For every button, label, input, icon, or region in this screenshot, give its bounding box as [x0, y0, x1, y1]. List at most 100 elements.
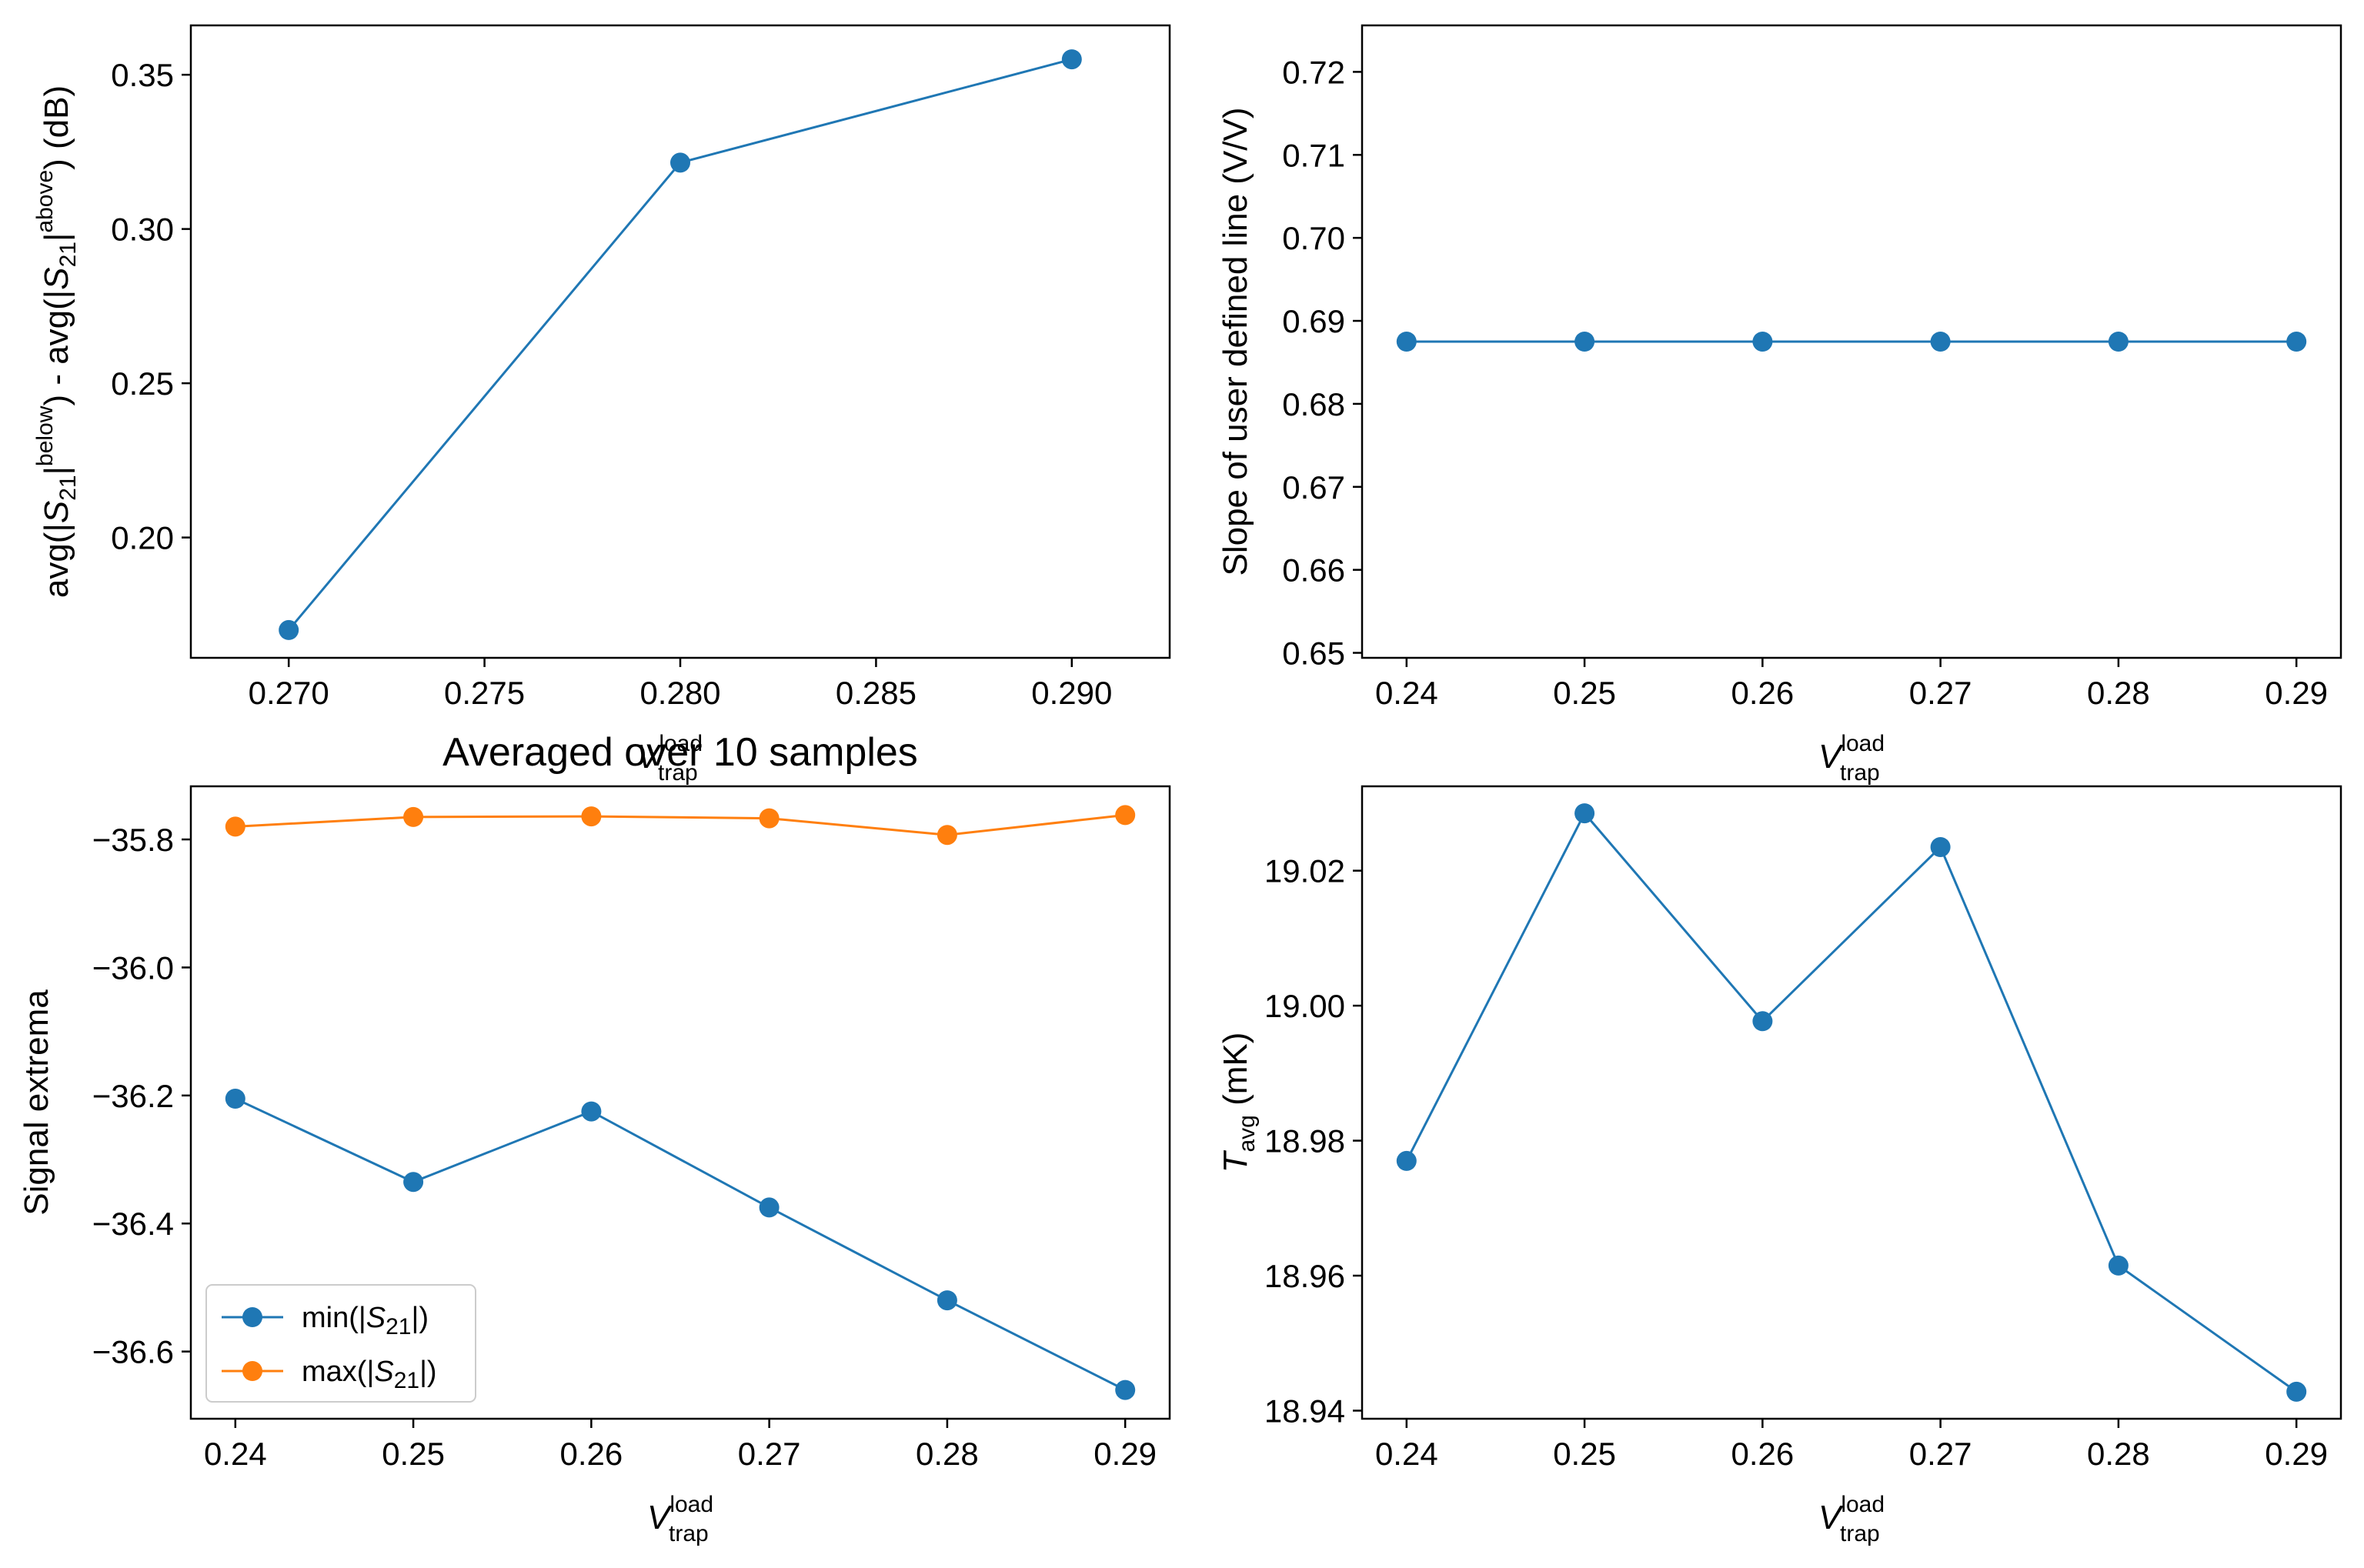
data-point-bottom-left-1-1 — [403, 806, 424, 827]
y-tick-label-top-right-6: 0.71 — [1282, 137, 1345, 173]
x-tick-label-top-left-3: 0.285 — [836, 675, 917, 711]
data-point-top-right-0-1 — [1574, 332, 1595, 352]
panel-top-right: 0.24 0.25 0.26 0.27 0.28 0.29 0.65 0.66 0.67 0.68… — [1217, 24, 2342, 786]
data-point-bottom-left-1-4 — [937, 825, 957, 846]
data-point-bottom-left-0-5 — [1115, 1380, 1136, 1400]
data-point-top-right-0-4 — [2108, 332, 2129, 352]
x-tick-label-bottom-right-2: 0.26 — [1731, 1436, 1794, 1472]
data-point-top-left-0-1 — [670, 152, 690, 173]
y-tick-label-top-left-0: 0.20 — [111, 520, 174, 556]
x-tick-label-top-right-3: 0.27 — [1909, 675, 1972, 711]
y-tick-label-top-right-7: 0.72 — [1282, 54, 1345, 90]
xlabel-top-left: Vload trap — [636, 731, 703, 786]
series-line-bottom-left-0 — [235, 1097, 1126, 1391]
y-tick-label-bottom-right-0: 18.94 — [1264, 1393, 1345, 1429]
data-point-bottom-left-0-4 — [937, 1290, 957, 1311]
panel-top-left: 0.270 0.275 0.280 0.285 0.290 0.20 0.25 0.30 0.3… — [32, 24, 1171, 711]
x-tick-label-top-right-1: 0.25 — [1553, 675, 1616, 711]
x-tick-label-top-right-4: 0.28 — [2087, 675, 2150, 711]
ylabel-bottom-left: Signal extrema — [18, 989, 55, 1216]
xlabel-bottom-right: Vload trap — [1818, 1492, 1885, 1546]
legend-bottom-left: min(|S21|) max(|S21|) — [205, 1284, 476, 1403]
y-tick-label-top-right-1: 0.66 — [1282, 552, 1345, 589]
data-point-bottom-left-0-2 — [581, 1101, 602, 1122]
data-point-bottom-right-0-0 — [1396, 1150, 1417, 1171]
data-point-top-right-0-5 — [2286, 332, 2307, 352]
data-point-top-right-0-0 — [1396, 332, 1417, 352]
legend-box — [205, 1284, 476, 1403]
x-tick-label-top-right-5: 0.29 — [2265, 675, 2328, 711]
ticks-bottom-left: 0.24 0.25 0.26 0.27 0.28 0.29 −36.6 −36.4 −36.2 −… — [92, 822, 1157, 1472]
plot-frame-bottom-left — [189, 785, 1171, 1420]
y-tick-label-bottom-left-4: −35.8 — [92, 822, 174, 858]
data-point-top-right-0-2 — [1752, 332, 1773, 352]
ylabel-top-right: Slope of user defined line (V/V) — [1217, 107, 1254, 575]
data-point-bottom-left-0-3 — [759, 1197, 780, 1218]
data-point-bottom-left-1-0 — [225, 816, 245, 837]
data-point-top-left-0-2 — [1061, 49, 1082, 70]
x-tick-label-top-right-2: 0.26 — [1731, 675, 1794, 711]
y-tick-label-top-right-5: 0.70 — [1282, 220, 1345, 256]
y-tick-label-top-left-2: 0.30 — [111, 212, 174, 248]
plot-frame-bottom-right — [1361, 785, 2342, 1420]
title-bottom-left: Averaged over 10 samples — [442, 730, 918, 775]
plot-frame-top-left — [189, 24, 1171, 659]
marks-top-left — [279, 49, 1082, 640]
x-tick-label-bottom-right-0: 0.24 — [1375, 1436, 1438, 1472]
y-tick-label-top-right-3: 0.68 — [1282, 386, 1345, 422]
y-tick-label-top-left-3: 0.35 — [111, 57, 174, 93]
xlabel-top-right: Vload trap — [1818, 731, 1885, 786]
panel-bottom-right: 0.24 0.25 0.26 0.27 0.28 0.29 18.94 18.96 18.98 1… — [1217, 785, 2342, 1546]
x-tick-label-bottom-right-4: 0.28 — [2087, 1436, 2150, 1472]
panel-bottom-left: 0.24 0.25 0.26 0.27 0.28 0.29 −36.6 −36.4 −36.2 −… — [18, 785, 1171, 1546]
x-tick-label-bottom-left-4: 0.28 — [916, 1436, 979, 1472]
x-tick-label-bottom-left-2: 0.26 — [559, 1436, 623, 1472]
x-tick-label-top-left-4: 0.290 — [1031, 675, 1112, 711]
x-tick-label-top-left-0: 0.270 — [249, 675, 329, 711]
marks-top-right — [1396, 332, 2307, 352]
y-tick-label-bottom-left-1: −36.4 — [92, 1206, 174, 1242]
y-tick-label-top-left-1: 0.25 — [111, 365, 174, 402]
legend-marker-max — [242, 1361, 262, 1381]
data-point-bottom-left-1-5 — [1115, 805, 1136, 826]
x-tick-label-bottom-left-1: 0.25 — [382, 1436, 445, 1472]
legend-label-min: min(|S21|) — [302, 1302, 429, 1339]
ticks-top-left: 0.270 0.275 0.280 0.285 0.290 0.20 0.25 0.30 0.3… — [111, 57, 1112, 711]
data-point-bottom-left-0-0 — [225, 1089, 245, 1109]
x-tick-label-bottom-left-3: 0.27 — [738, 1436, 801, 1472]
data-point-bottom-left-1-3 — [759, 808, 780, 829]
series-line-bottom-right-0 — [1405, 811, 2298, 1393]
data-point-bottom-left-0-1 — [403, 1172, 424, 1193]
y-tick-label-bottom-right-3: 19.00 — [1264, 988, 1345, 1024]
legend-marker-min — [242, 1307, 262, 1327]
ticks-bottom-right: 0.24 0.25 0.26 0.27 0.28 0.29 18.94 18.96 18.98 1… — [1264, 853, 2328, 1472]
ylabel-top-left: avg(|S21|below) - avg(|S21|above) (dB) — [32, 85, 81, 598]
x-tick-label-top-left-1: 0.275 — [444, 675, 525, 711]
x-tick-label-bottom-right-3: 0.27 — [1909, 1436, 1972, 1472]
y-tick-label-bottom-right-2: 18.98 — [1264, 1123, 1345, 1159]
series-line-top-left-0 — [288, 58, 1073, 631]
ylabel-bottom-right: Tavg (mK) — [1217, 1033, 1260, 1173]
y-tick-label-bottom-right-4: 19.02 — [1264, 853, 1345, 889]
plot-frame-top-right — [1361, 24, 2342, 659]
data-point-bottom-right-0-5 — [2286, 1381, 2307, 1402]
x-tick-label-bottom-right-5: 0.29 — [2265, 1436, 2328, 1472]
y-tick-label-top-right-2: 0.67 — [1282, 469, 1345, 505]
data-point-bottom-right-0-1 — [1574, 803, 1595, 824]
data-point-bottom-right-0-4 — [2108, 1255, 2129, 1276]
y-tick-label-bottom-left-0: −36.6 — [92, 1334, 174, 1370]
marks-bottom-right — [1396, 803, 2307, 1402]
x-tick-label-bottom-left-5: 0.29 — [1094, 1436, 1157, 1472]
data-point-bottom-right-0-2 — [1752, 1011, 1773, 1032]
xlabel-bottom-left: Vload trap — [647, 1492, 713, 1546]
data-point-bottom-right-0-3 — [1930, 837, 1951, 857]
y-tick-label-bottom-right-1: 18.96 — [1264, 1258, 1345, 1294]
y-tick-label-bottom-left-3: −36.0 — [92, 949, 174, 986]
data-point-top-left-0-0 — [279, 619, 299, 640]
marks-bottom-left — [225, 805, 1136, 1400]
x-tick-label-top-left-2: 0.280 — [639, 675, 720, 711]
data-point-bottom-left-1-2 — [581, 806, 602, 827]
x-tick-label-top-right-0: 0.24 — [1375, 675, 1438, 711]
x-tick-label-bottom-left-0: 0.24 — [204, 1436, 267, 1472]
